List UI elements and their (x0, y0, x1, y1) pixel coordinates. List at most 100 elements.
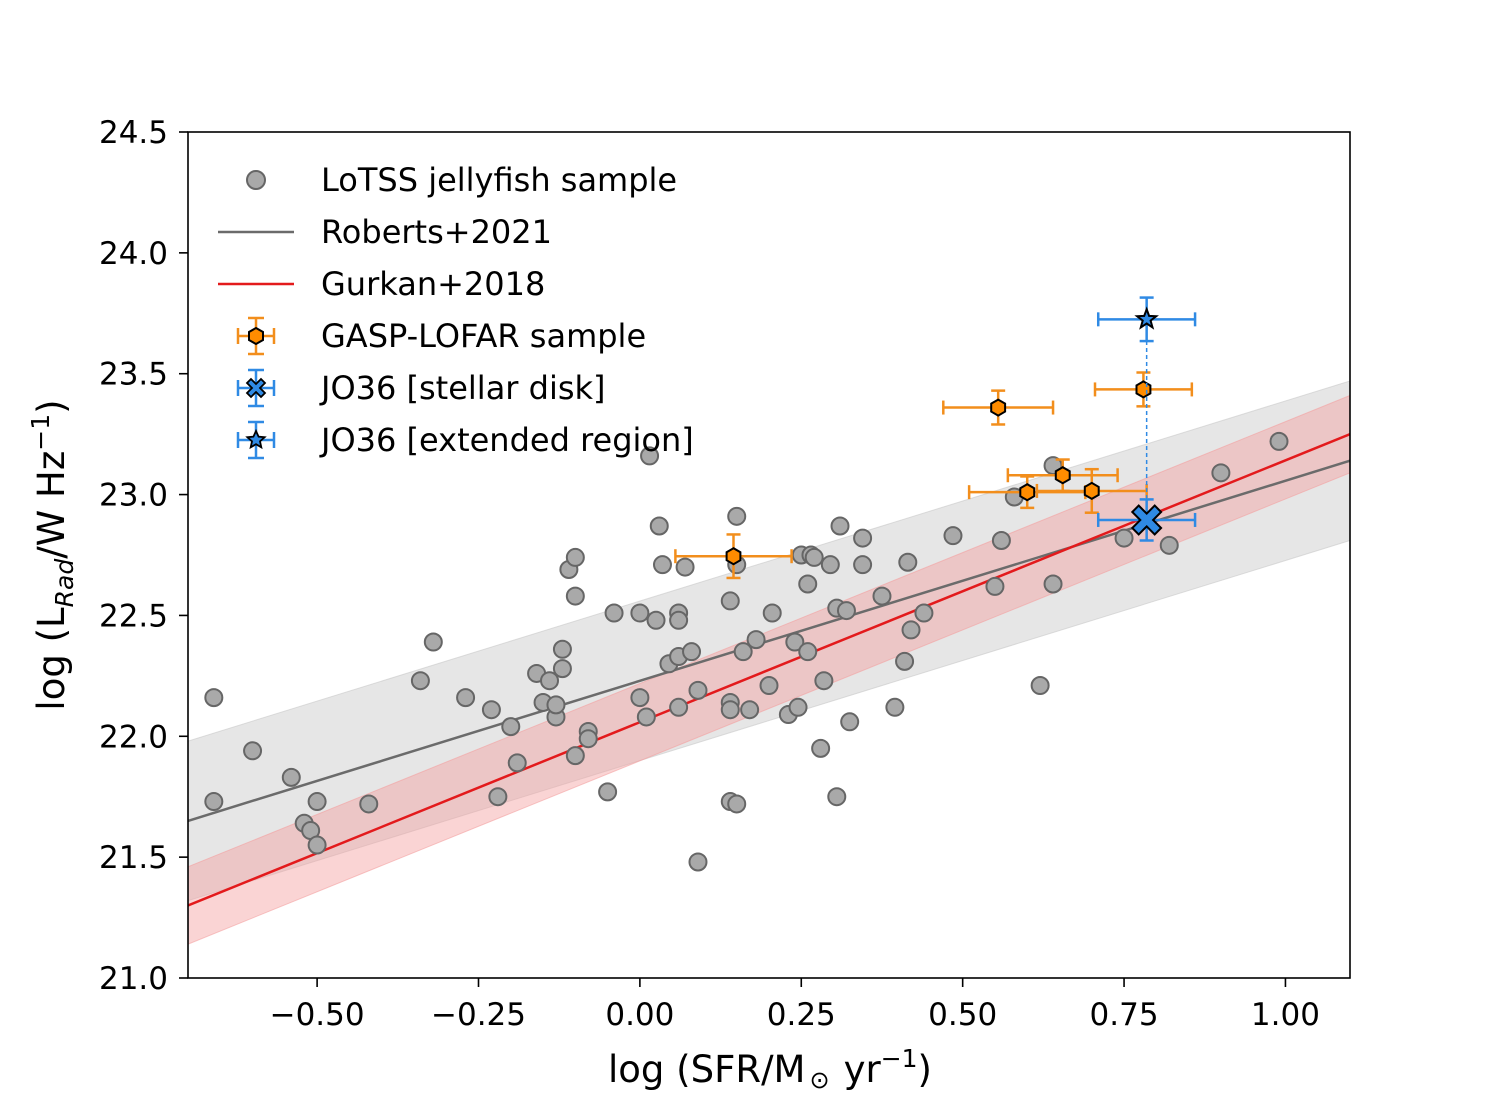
x-tick-label: 0.00 (605, 997, 674, 1033)
gasp-point (1135, 380, 1152, 399)
gasp-point (725, 547, 742, 566)
lotss-point (895, 651, 915, 671)
lotss-point (552, 639, 572, 659)
legend-label-roberts: Roberts+2021 (321, 213, 552, 251)
lotss-point (204, 688, 224, 708)
lotss-point (423, 632, 443, 652)
x-axis-label: log (SFR/M ⊙ yr−1) (608, 1044, 932, 1094)
x-tick-label: −0.25 (431, 997, 526, 1033)
lotss-point (1114, 528, 1134, 548)
lotss-point (546, 695, 566, 715)
y-label-sub: Rad (50, 559, 79, 608)
lotss-point (646, 610, 666, 630)
lotss-point (669, 610, 689, 630)
y-tick-label: 24.5 (99, 115, 168, 151)
legend-marker-gasp (236, 316, 276, 356)
legend-marker-jo36-extended (236, 420, 276, 460)
x-tick-label: 0.75 (1090, 997, 1159, 1033)
lotss-point (578, 729, 598, 749)
lotss-point (307, 792, 327, 812)
jo36-extended-point (1134, 306, 1159, 330)
y-tick-label: 23.5 (99, 357, 168, 393)
x-axis-ticks: −0.50 −0.25 0.00 0.25 0.50 0.75 1.00 (270, 978, 1320, 1033)
lotss-point (649, 516, 669, 536)
lotss-point (853, 555, 873, 575)
lotss-point (540, 671, 560, 691)
lotss-point (727, 794, 747, 814)
x-label-sun: ⊙ (809, 1066, 829, 1094)
x-label-close: ) (918, 1048, 932, 1091)
fit-lines (188, 432, 1350, 907)
y-label-main: log (L (30, 607, 73, 711)
lotss-point (811, 738, 831, 758)
lotss-point (565, 547, 585, 567)
lotss-point (759, 676, 779, 696)
lotss-point (840, 712, 860, 732)
lotss-point (488, 787, 508, 807)
legend-marker-jo36-disk (236, 368, 276, 408)
lotss-point (991, 530, 1011, 550)
lotss-point (798, 642, 818, 662)
gasp-point (990, 398, 1007, 417)
lotss-point (410, 671, 430, 691)
gasp-point (1019, 483, 1036, 502)
lotss-point (281, 767, 301, 787)
lotss-point (204, 792, 224, 812)
y-tick-label: 23.0 (99, 478, 168, 514)
y-axis-ticks: 21.0 21.5 22.0 22.5 23.0 23.5 24.0 24.5 (99, 115, 188, 997)
lotss-point (307, 835, 327, 855)
lotss-point (804, 547, 824, 567)
y-tick-label: 21.5 (99, 840, 168, 876)
legend-marker-lotss (246, 170, 266, 190)
lotss-point (1159, 535, 1179, 555)
lotss-point (359, 794, 379, 814)
lotss-point (720, 591, 740, 611)
x-label-unit: yr (844, 1048, 882, 1091)
lotss-point (1211, 463, 1231, 483)
jo36-disk-point (1130, 504, 1163, 536)
lotss-point (565, 586, 585, 606)
lotss-point (898, 552, 918, 572)
lotss-point (985, 576, 1005, 596)
lotss-point (827, 787, 847, 807)
lotss-point (720, 700, 740, 720)
y-label-unit: /W Hz (30, 451, 73, 559)
lotss-point (1030, 676, 1050, 696)
x-tick-label: 0.50 (928, 997, 997, 1033)
y-label-close: ) (30, 399, 73, 413)
lotss-point (552, 659, 572, 679)
lotss-point (630, 603, 650, 623)
lotss-point (604, 603, 624, 623)
lotss-point (630, 688, 650, 708)
lotss-point (740, 700, 760, 720)
legend-label-jo36-disk: JO36 [stellar disk] (319, 369, 606, 407)
lotss-point (1043, 574, 1063, 594)
lotss-point (762, 603, 782, 623)
lotss-point (788, 697, 808, 717)
gurkan-fit-line (188, 432, 1350, 907)
legend-label-gurkan: Gurkan+2018 (321, 265, 545, 303)
lotss-point (798, 574, 818, 594)
y-tick-label: 24.0 (99, 236, 168, 272)
x-tick-label: 1.00 (1251, 997, 1320, 1033)
y-tick-label: 22.5 (99, 598, 168, 634)
lotss-point (640, 446, 660, 466)
lotss-point (814, 671, 834, 691)
legend: LoTSS jellyfish sample Roberts+2021 Gurk… (218, 161, 694, 460)
jo36-points (1096, 296, 1197, 542)
lotss-point (598, 782, 618, 802)
lotss-point (820, 555, 840, 575)
lotss-point (243, 741, 263, 761)
lotss-point (682, 642, 702, 662)
x-label-main: log (SFR/M (608, 1048, 805, 1091)
lotss-point (636, 707, 656, 727)
lotss-point (872, 586, 892, 606)
legend-label-lotss: LoTSS jellyfish sample (321, 161, 677, 199)
y-label-exp: −1 (26, 414, 55, 451)
fit-bands (188, 380, 1350, 945)
lotss-point (727, 506, 747, 526)
lotss-point (652, 555, 672, 575)
lotss-point (746, 630, 766, 650)
lotss-point (1269, 431, 1289, 451)
